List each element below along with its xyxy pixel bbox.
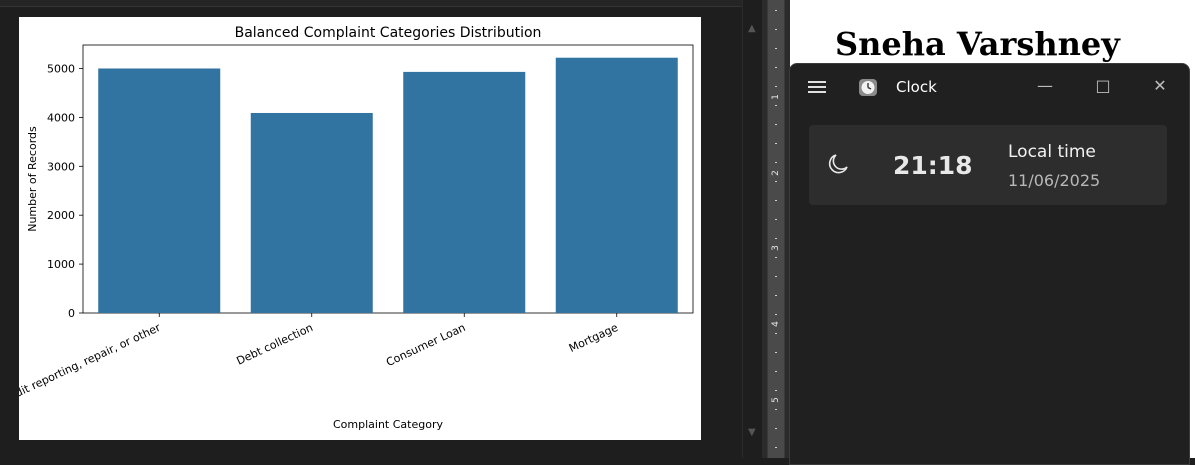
ruler-number: 4 [771,321,781,327]
y-axis-label: Number of Records [26,126,39,232]
ruler-number: 5 [771,397,781,403]
bar [98,68,221,313]
ruler-tick [775,86,777,87]
ruler-tick [775,333,777,334]
x-tick-label: Mortgage [567,321,620,355]
ruler-tick [775,105,777,106]
chart-output-image: Balanced Complaint Categories Distributi… [19,17,701,440]
scroll-down-arrow-icon[interactable]: ▼ [748,427,756,438]
y-tick-label: 2000 [47,209,75,222]
bars-group [98,57,678,313]
ruler-tick [775,257,777,258]
ruler-tick [775,29,777,30]
hamburger-menu-icon[interactable] [808,78,830,96]
ruler-tick [775,48,777,49]
bar [250,112,373,313]
local-time-label: Local time [1008,142,1096,162]
ruler-number: 2 [771,170,781,176]
maximize-icon[interactable]: □ [1095,76,1111,95]
scroll-up-arrow-icon[interactable]: ▲ [748,23,756,34]
ruler-tick [775,428,777,429]
document-title: Sneha Varshney [835,25,1120,63]
y-tick-label: 1000 [47,258,75,271]
ruler-tick [775,162,777,163]
ruler-tick [775,10,777,11]
x-axis-label: Complaint Category [333,418,443,431]
bar [403,71,526,313]
ruler-tick [775,276,777,277]
output-scrollbar[interactable]: ▲ ▼ [742,0,763,458]
x-tick-label: Consumer Loan [384,321,467,369]
bar-chart: Balanced Complaint Categories Distributi… [19,25,694,431]
y-tick-label: 3000 [47,160,75,173]
vertical-ruler: 1 2 3 4 5 [767,0,785,458]
y-axis: 0 1000 2000 3000 4000 5000 [47,62,83,320]
x-tick-label: Credit reporting, repair, or other [19,321,163,408]
y-tick-label: 5000 [47,62,75,75]
ruler-tick [775,352,777,353]
local-time-card[interactable]: 21:18 Local time 11/06/2025 [809,125,1167,205]
ruler-tick [775,200,777,201]
time-value: 21:18 [893,151,973,180]
top-toolbar-strip [0,0,742,7]
clock-app-title: Clock [896,78,937,96]
clock-window[interactable]: Clock — □ ✕ 21:18 Local time 11/06/2025 [789,63,1190,465]
ruler-tick [775,295,777,296]
ruler-tick [775,447,777,448]
ruler-tick [775,219,777,220]
ruler-tick [775,124,777,125]
ruler-tick [775,314,777,315]
ruler-number: 3 [771,245,781,251]
y-tick-label: 4000 [47,111,75,124]
close-icon[interactable]: ✕ [1153,76,1167,95]
minimize-icon[interactable]: — [1037,76,1053,95]
ruler-tick [775,390,777,391]
bar [555,57,678,313]
x-axis: Credit reporting, repair, or other Debt c… [19,313,620,408]
ruler-number: 1 [771,94,781,100]
ruler-tick [775,371,777,372]
ruler-tick [775,67,777,68]
chart-plot-frame [82,44,694,314]
date-value: 11/06/2025 [1008,171,1101,190]
moon-icon [828,154,848,174]
chart-title: Balanced Complaint Categories Distributi… [235,25,542,41]
clock-app-icon [859,79,877,96]
ruler-tick [775,238,777,239]
y-tick-label: 0 [68,307,75,320]
ruler-tick [775,409,777,410]
ruler-tick [775,143,777,144]
clock-titlebar[interactable]: Clock — □ ✕ [790,64,1189,110]
ruler-tick [775,181,777,182]
x-tick-label: Debt collection [234,321,315,368]
